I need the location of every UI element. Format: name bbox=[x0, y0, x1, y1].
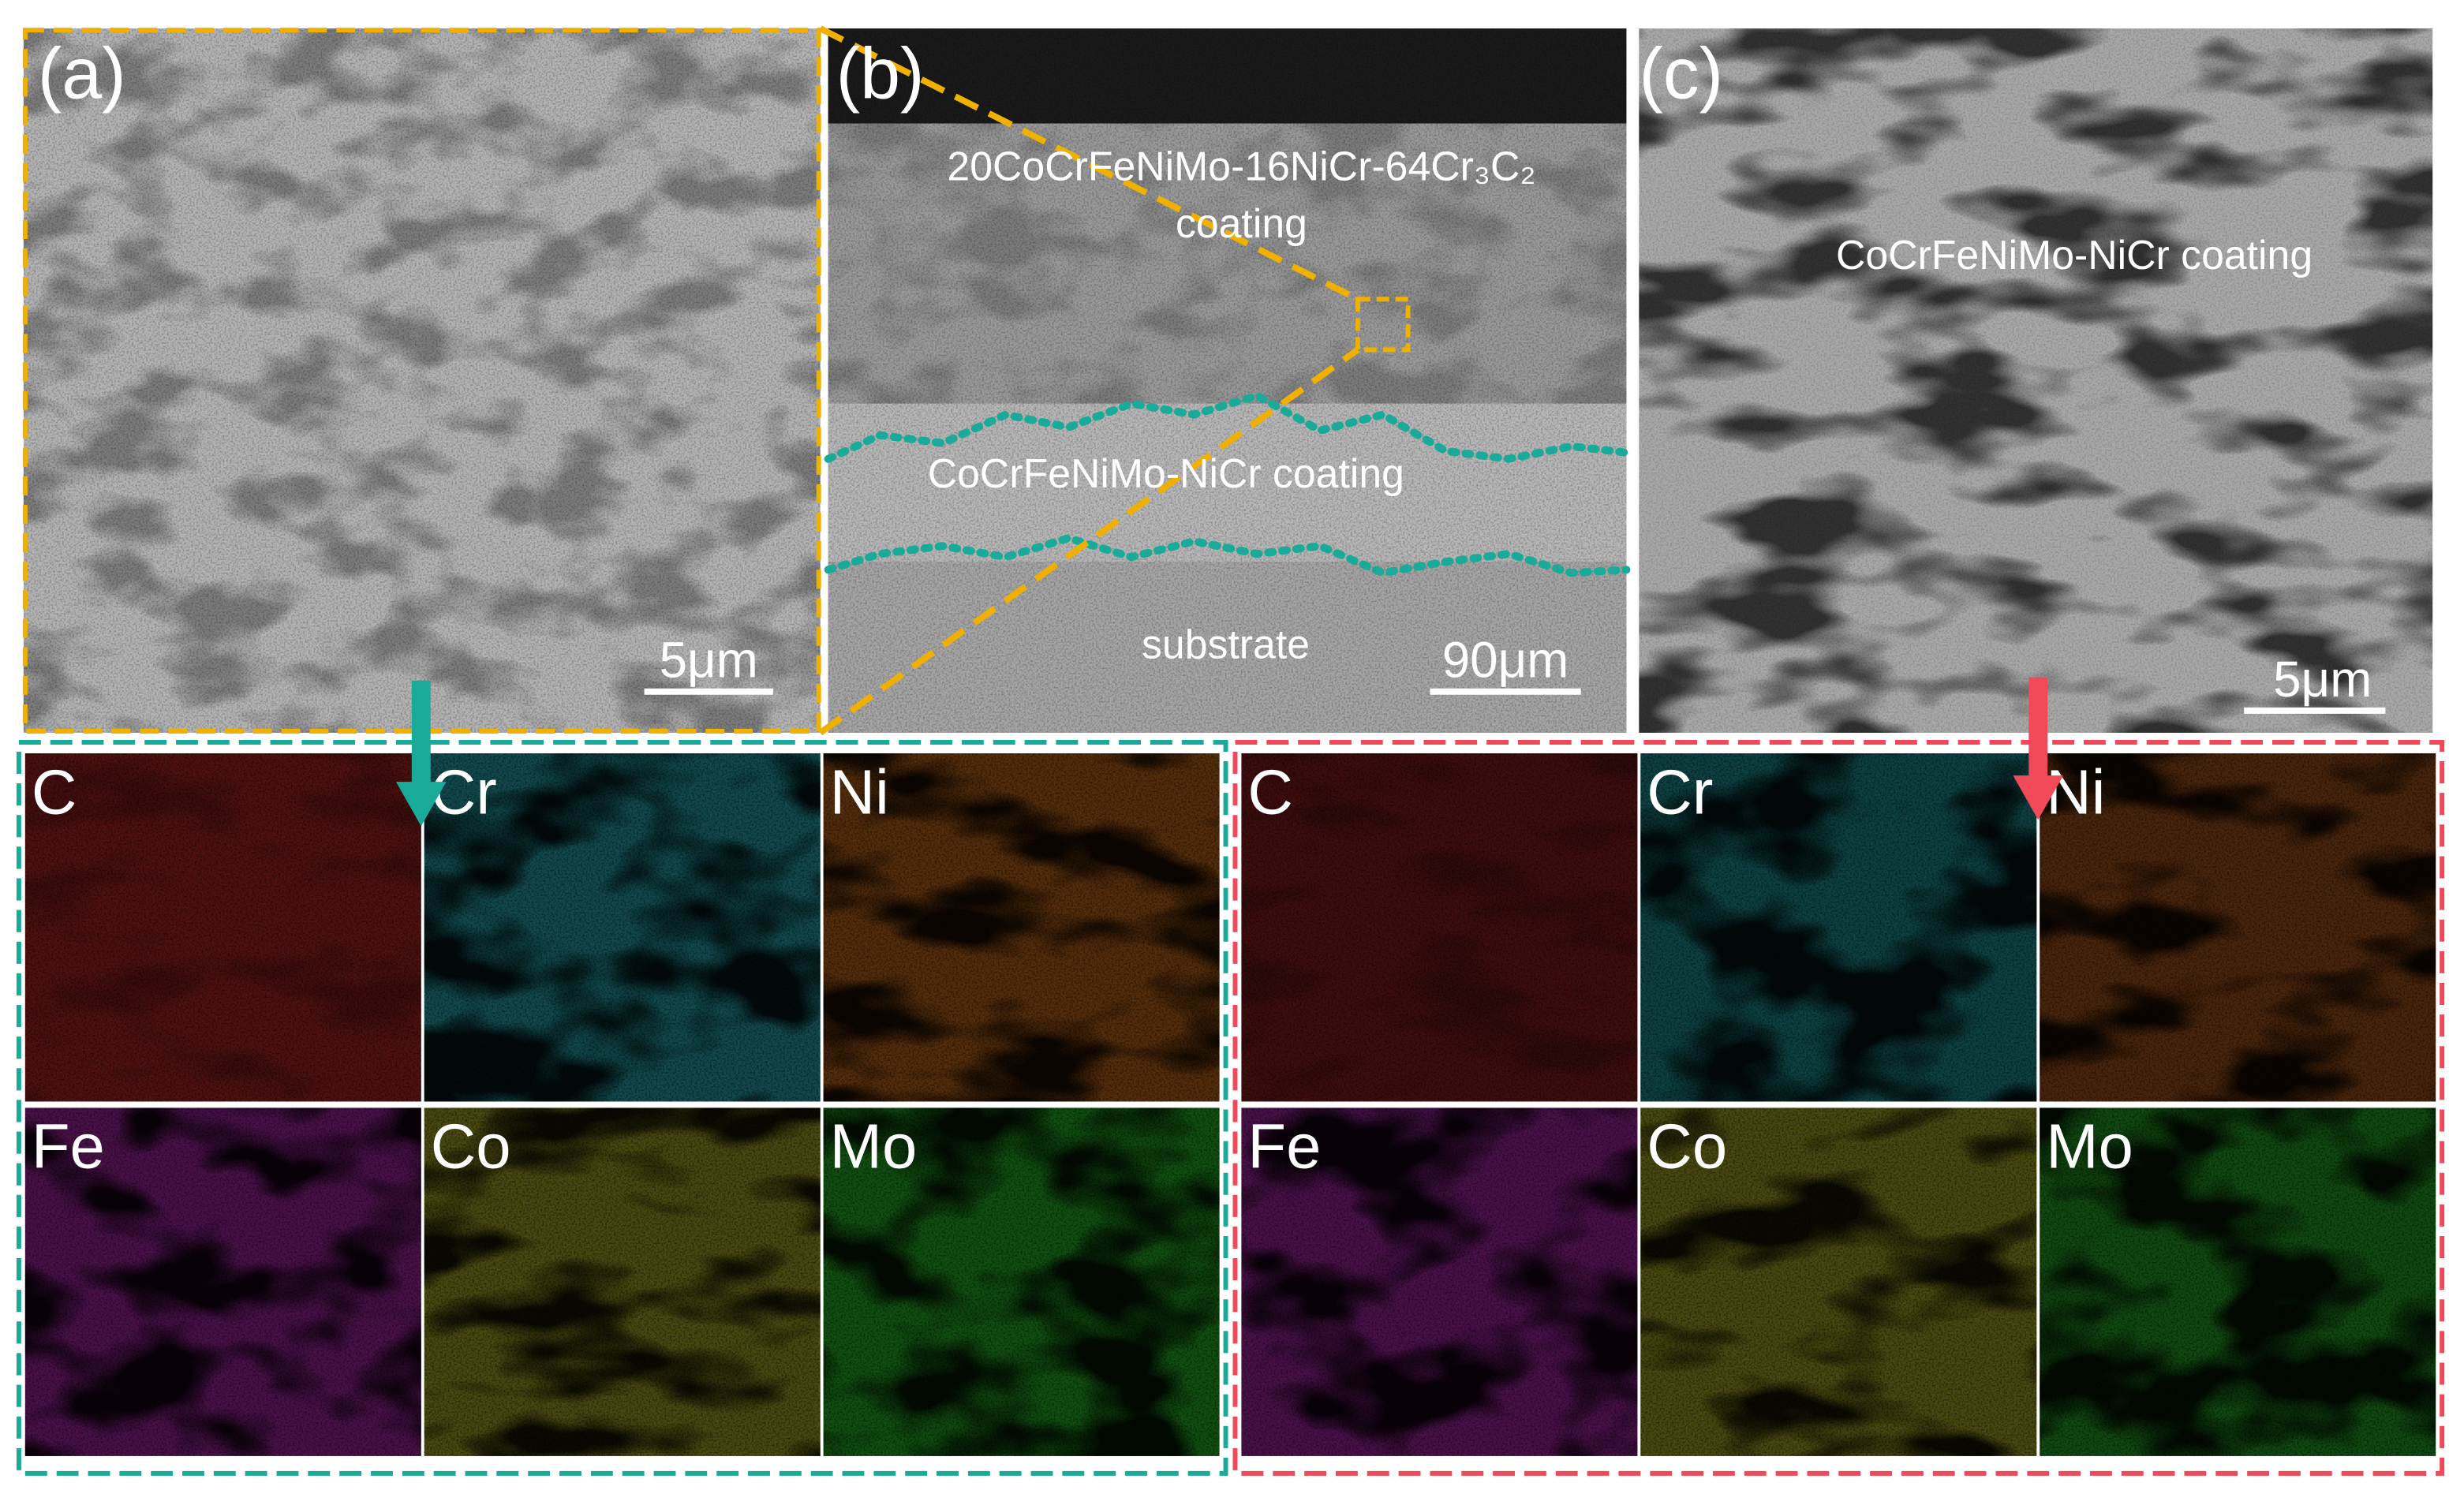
interface-line bbox=[824, 391, 1631, 463]
element-label: C bbox=[1247, 756, 1293, 827]
annotation: substrate bbox=[1142, 622, 1310, 667]
zoom-box bbox=[1355, 297, 1411, 353]
eds-grain bbox=[424, 1107, 821, 1456]
map-frame bbox=[1232, 739, 2445, 1476]
element-label: C bbox=[32, 756, 77, 827]
micrograph-grain bbox=[1639, 28, 2433, 733]
eds-grain bbox=[2040, 753, 2436, 1102]
element-label: Co bbox=[431, 1111, 511, 1181]
eds-grain bbox=[1241, 1107, 1638, 1456]
element-label: Fe bbox=[32, 1111, 105, 1181]
panel-label: (a) bbox=[38, 33, 126, 114]
eds-grain bbox=[823, 753, 1220, 1102]
element-label: Mo bbox=[830, 1111, 918, 1181]
zoom-line bbox=[818, 347, 1360, 736]
panel-label: (b) bbox=[836, 33, 925, 114]
element-label: Ni bbox=[830, 756, 889, 827]
element-label: Cr bbox=[1647, 756, 1713, 827]
eds-grain bbox=[1640, 1107, 2037, 1456]
scale-bar-label: 90μm bbox=[1442, 632, 1569, 689]
annotation: 20CoCrFeNiMo-16NiCr-64Cr₃C₂ bbox=[947, 144, 1535, 190]
annotation: CoCrFeNiMo-NiCr coating bbox=[1836, 233, 2313, 278]
scale-bar-label: 5μm bbox=[2273, 651, 2372, 708]
eds-grain bbox=[2040, 1107, 2436, 1456]
element-label: Fe bbox=[1247, 1111, 1321, 1181]
scale-bar-label: 5μm bbox=[660, 632, 758, 689]
arrow bbox=[2013, 677, 2064, 820]
eds-grain bbox=[24, 753, 421, 1102]
panel-b: (b) 20CoCrFeNiMo-16NiCr-64Cr₃C₂ coating … bbox=[818, 25, 1631, 736]
element-label: Cr bbox=[431, 756, 497, 827]
eds-maps: C Cr Ni Fe Co Mo C Cr Ni Fe Co Mo bbox=[24, 753, 2436, 1456]
element-label: Co bbox=[1647, 1111, 1727, 1181]
interface-line bbox=[824, 533, 1631, 577]
micrograph-grain bbox=[23, 28, 821, 733]
zoom-line bbox=[818, 25, 1359, 302]
panel-a: (a) 5μm bbox=[22, 28, 821, 734]
element-label: Mo bbox=[2046, 1111, 2133, 1181]
eds-grain bbox=[24, 1107, 421, 1456]
element-label: Ni bbox=[2046, 756, 2105, 827]
panel-c: (c) CoCrFeNiMo-NiCr coating 5μm bbox=[1639, 28, 2433, 733]
eds-grain bbox=[1241, 753, 1638, 1102]
arrow bbox=[395, 680, 447, 827]
eds-grain bbox=[1640, 753, 2037, 1102]
eds-grain bbox=[424, 753, 821, 1102]
map-frame bbox=[16, 739, 1228, 1476]
eds-grain bbox=[823, 1107, 1220, 1456]
zoom-frame bbox=[22, 28, 821, 734]
micrograph-grain bbox=[828, 28, 1627, 733]
annotation: coating bbox=[1176, 201, 1307, 247]
annotation: CoCrFeNiMo-NiCr coating bbox=[928, 451, 1404, 497]
panel-label: (c) bbox=[1639, 33, 1723, 114]
